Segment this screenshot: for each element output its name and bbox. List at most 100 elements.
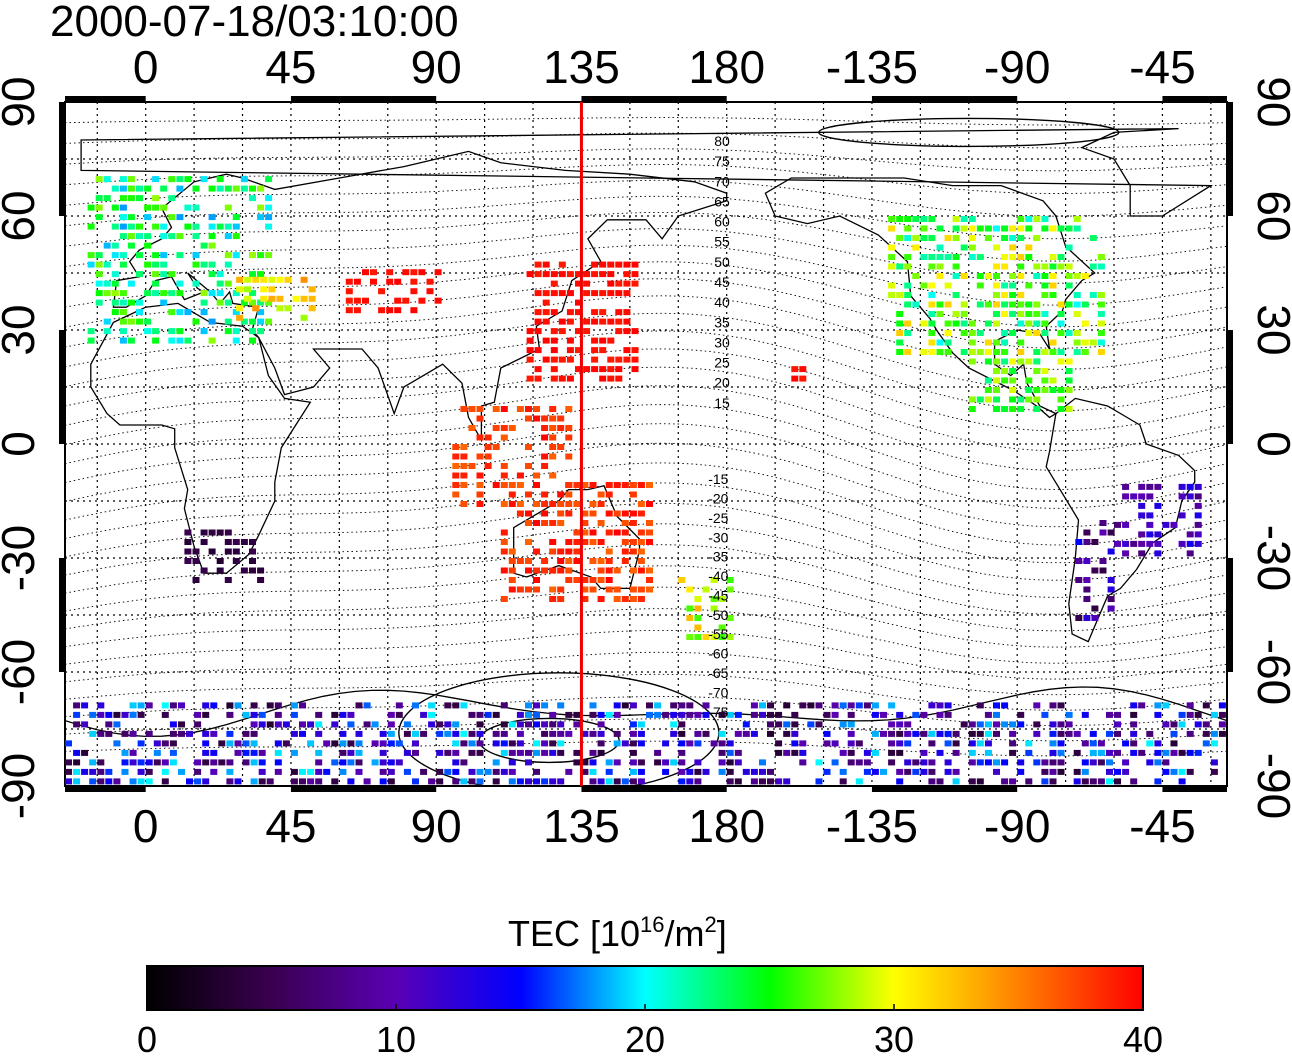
tec-cell <box>993 368 1000 374</box>
tec-cell <box>224 233 232 240</box>
tec-cell <box>952 730 960 737</box>
tec-cell <box>144 204 152 211</box>
tec-cell <box>127 223 135 230</box>
tec-cell <box>629 759 637 766</box>
tec-cell <box>629 482 637 488</box>
tec-cell <box>1001 235 1009 241</box>
tec-cell <box>613 711 621 718</box>
tec-cell <box>1122 740 1130 747</box>
tec-cell <box>476 482 484 488</box>
tec-cell <box>581 730 589 737</box>
tec-cell <box>160 233 168 240</box>
tec-cell <box>160 223 168 230</box>
tec-cell <box>984 387 992 393</box>
tec-cell <box>558 318 566 325</box>
tec-cell <box>920 749 928 756</box>
tec-cell <box>1097 749 1105 756</box>
tec-cell <box>1154 550 1162 557</box>
tec-cell <box>136 318 143 325</box>
tec-cell <box>232 328 240 335</box>
tec-cell <box>599 290 607 297</box>
tec-cell <box>775 740 783 747</box>
tec-cell <box>678 749 686 756</box>
tec-cell <box>153 759 161 766</box>
tec-cell <box>500 702 508 709</box>
tec-cell <box>605 577 613 583</box>
tec-cell <box>410 269 418 276</box>
tec-cell <box>573 482 581 488</box>
tec-cell <box>508 768 516 775</box>
tec-cell <box>759 768 766 775</box>
magnetic-contour <box>65 164 1227 194</box>
tec-cell <box>1089 778 1097 785</box>
tec-cell <box>670 730 678 737</box>
tec-cell <box>276 295 284 302</box>
tec-cell <box>152 223 160 230</box>
tec-cell <box>1041 778 1049 785</box>
tec-cell <box>920 320 928 327</box>
tec-cell <box>1073 730 1081 737</box>
tec-cell <box>73 768 81 775</box>
tec-cell <box>216 299 224 306</box>
tec-cell <box>960 349 968 355</box>
tec-cell <box>1170 749 1178 756</box>
tec-cell <box>1210 730 1218 737</box>
tec-cell <box>678 740 686 747</box>
tec-cell <box>686 615 694 621</box>
tec-cell <box>726 759 734 766</box>
tec-cell <box>541 730 549 737</box>
tec-cell <box>1106 759 1113 766</box>
tec-cell <box>623 318 631 325</box>
tec-cell <box>613 567 621 574</box>
tec-cell <box>299 702 306 709</box>
tec-cell <box>952 311 960 317</box>
tec-cell <box>1227 721 1234 727</box>
tec-cell <box>968 330 976 336</box>
magnetic-contour <box>65 244 1227 306</box>
tec-cell <box>888 721 896 728</box>
tec-cell <box>525 749 532 756</box>
tec-cell <box>168 195 176 202</box>
tec-cell <box>694 634 702 640</box>
tec-cell <box>637 740 645 747</box>
tec-cell <box>549 425 557 431</box>
tec-cell <box>783 778 791 785</box>
map-plot-area: 8075706560555045403530252015-15-20-25-30… <box>64 101 1234 787</box>
tec-cell <box>95 195 103 202</box>
tec-cell <box>436 778 444 785</box>
tec-cell <box>87 261 95 268</box>
tec-cell <box>299 730 306 737</box>
tec-cell <box>944 301 952 308</box>
tec-cell <box>533 721 540 728</box>
tec-cell <box>119 252 127 259</box>
tec-cell <box>1049 702 1057 709</box>
tec-cell <box>799 366 807 373</box>
tec-cell <box>484 453 492 460</box>
tec-cell <box>591 261 599 268</box>
tec-cell <box>1106 768 1113 775</box>
tec-cell <box>565 548 573 555</box>
tec-cell <box>549 596 557 602</box>
tec-cell <box>542 309 550 316</box>
tec-cell <box>1001 282 1009 289</box>
tec-cell <box>145 730 153 737</box>
tec-cell <box>558 271 566 278</box>
tec-cell <box>492 425 500 431</box>
tec-cell <box>216 271 224 278</box>
contour-label: 40 <box>714 294 730 310</box>
tec-cell <box>1049 778 1057 785</box>
tec-cell <box>541 463 549 469</box>
tec-cell <box>1138 502 1146 509</box>
contour-label: 25 <box>714 355 730 371</box>
tec-cell <box>257 567 265 574</box>
tec-cell <box>629 510 637 517</box>
tec-cell <box>387 711 395 718</box>
tec-cell <box>323 768 331 775</box>
tec-cell <box>637 730 645 737</box>
tec-cell <box>192 204 200 211</box>
tec-cell <box>815 778 823 785</box>
tec-cell <box>1001 254 1009 260</box>
contour-label: -55 <box>708 626 728 642</box>
tec-cell <box>1025 749 1033 756</box>
tec-cell <box>589 702 597 709</box>
